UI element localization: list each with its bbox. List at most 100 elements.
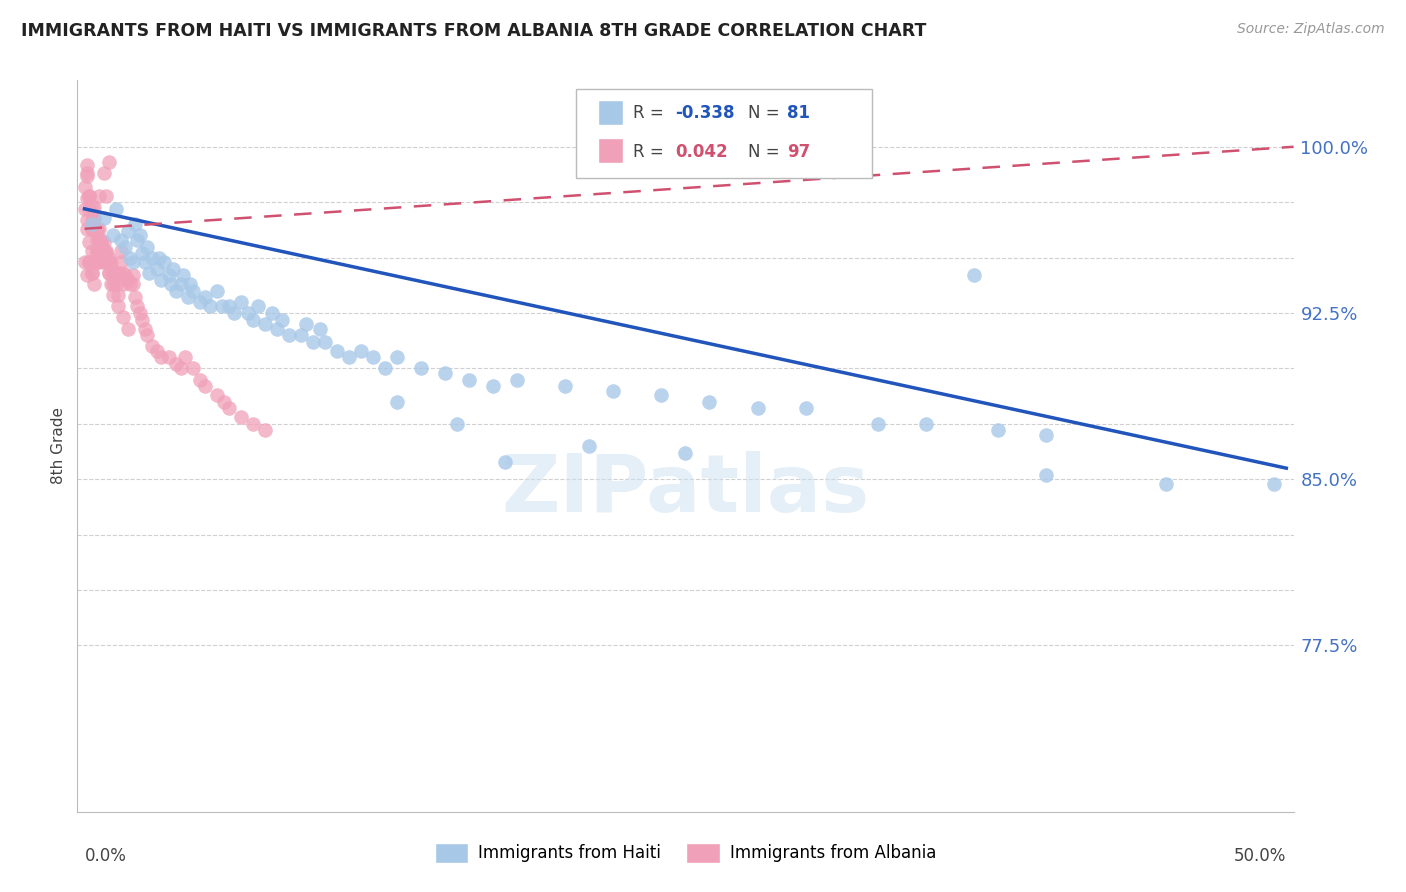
Text: N =: N = <box>748 143 785 161</box>
Point <box>866 417 889 431</box>
Point <box>103 266 125 280</box>
Text: 0.042: 0.042 <box>675 143 727 161</box>
Point <box>80 266 103 280</box>
Point <box>179 277 201 292</box>
Text: ZIPatlas: ZIPatlas <box>502 450 869 529</box>
Point <box>138 266 160 280</box>
Point <box>218 299 240 313</box>
Point <box>446 417 468 431</box>
Point <box>157 268 180 283</box>
Point <box>141 339 163 353</box>
Point <box>963 268 986 283</box>
Point <box>86 221 108 235</box>
Point <box>117 224 139 238</box>
Point <box>100 255 122 269</box>
Point <box>93 211 115 225</box>
Point <box>79 255 101 269</box>
Point <box>136 328 159 343</box>
Point <box>172 268 194 283</box>
Point <box>87 233 110 247</box>
Point <box>96 188 118 202</box>
Point <box>80 221 103 235</box>
Point <box>104 266 127 280</box>
Point <box>87 188 110 202</box>
Point <box>110 233 132 247</box>
Point <box>337 351 360 365</box>
Text: 0.0%: 0.0% <box>84 847 127 865</box>
Point <box>114 239 136 253</box>
Point <box>218 401 240 416</box>
Point <box>157 351 180 365</box>
Point <box>194 379 217 393</box>
Point <box>314 334 336 349</box>
Point <box>236 306 259 320</box>
Point <box>277 328 299 343</box>
Text: -0.338: -0.338 <box>675 104 734 122</box>
Point <box>111 310 134 325</box>
Point <box>107 266 129 280</box>
Point <box>79 188 101 202</box>
Point <box>188 294 211 309</box>
Point <box>83 277 105 292</box>
Point <box>212 394 235 409</box>
Point <box>131 246 153 260</box>
Point <box>650 388 672 402</box>
Point <box>242 312 264 326</box>
Point <box>162 261 184 276</box>
Point <box>675 445 697 459</box>
Point <box>90 235 112 249</box>
Point <box>260 306 283 320</box>
Point <box>96 255 118 269</box>
Point <box>165 284 187 298</box>
Point <box>97 266 120 280</box>
Point <box>127 299 149 313</box>
Point <box>794 401 817 416</box>
Point <box>747 401 769 416</box>
Point <box>181 361 204 376</box>
Point <box>134 321 156 335</box>
Point <box>97 155 120 169</box>
Point <box>96 244 118 258</box>
Point <box>80 244 103 258</box>
Point <box>1154 476 1177 491</box>
Point <box>76 157 98 171</box>
Point <box>174 351 197 365</box>
Point <box>361 351 384 365</box>
Point <box>153 255 176 269</box>
Point <box>134 255 156 269</box>
Point <box>699 394 721 409</box>
Point <box>309 321 332 335</box>
Point <box>107 288 129 302</box>
Point <box>110 255 132 269</box>
Point <box>86 244 108 258</box>
Point <box>107 299 129 313</box>
Point <box>87 221 110 235</box>
Text: 81: 81 <box>787 104 810 122</box>
Point <box>253 424 276 438</box>
Point <box>482 379 505 393</box>
Point <box>131 312 153 326</box>
Point <box>302 334 325 349</box>
Point <box>110 244 132 258</box>
Point <box>97 251 120 265</box>
Point <box>80 213 103 227</box>
Point <box>326 343 349 358</box>
Point <box>97 255 120 269</box>
Point <box>73 179 96 194</box>
Point <box>93 255 115 269</box>
Point <box>93 235 115 249</box>
Point <box>114 268 136 283</box>
Point <box>73 202 96 216</box>
Point <box>145 343 167 358</box>
Point <box>121 255 143 269</box>
Point <box>121 277 143 292</box>
Point <box>79 202 101 216</box>
Point <box>120 277 142 292</box>
Point <box>198 299 221 313</box>
Point <box>103 228 125 243</box>
Point <box>242 417 264 431</box>
Point <box>124 291 146 305</box>
Point <box>76 166 98 180</box>
Point <box>87 255 110 269</box>
Legend: Immigrants from Haiti, Immigrants from Albania: Immigrants from Haiti, Immigrants from A… <box>429 837 942 869</box>
